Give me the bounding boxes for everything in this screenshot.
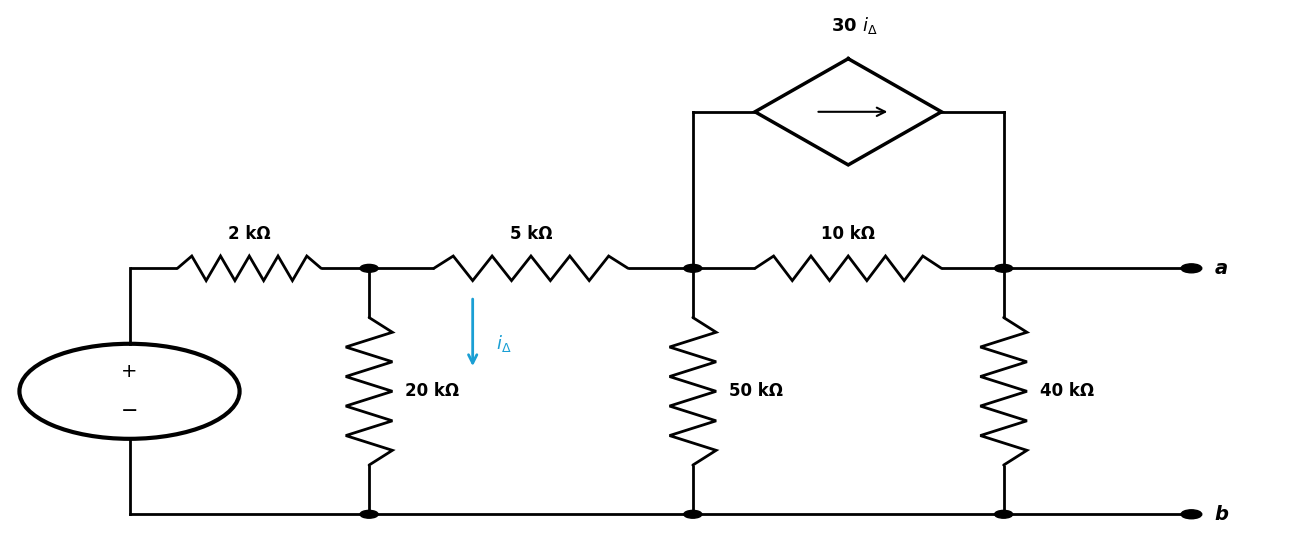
Text: +: + [122, 362, 137, 381]
Text: a: a [1215, 259, 1228, 278]
Text: 20 kΩ: 20 kΩ [405, 382, 460, 400]
Text: −: − [120, 401, 139, 421]
Circle shape [1181, 264, 1202, 273]
Text: $i_{\Delta}$: $i_{\Delta}$ [496, 333, 512, 354]
Text: 10 kΩ: 10 kΩ [821, 225, 875, 243]
Circle shape [684, 510, 702, 518]
Circle shape [684, 264, 702, 272]
Text: 40 kΩ: 40 kΩ [1040, 382, 1094, 400]
Circle shape [1181, 510, 1202, 519]
Text: 30 $i_{\Delta}$: 30 $i_{\Delta}$ [831, 15, 878, 36]
Text: 50 kΩ: 50 kΩ [729, 382, 783, 400]
Circle shape [995, 264, 1013, 272]
Circle shape [360, 510, 378, 518]
Circle shape [995, 510, 1013, 518]
Circle shape [360, 264, 378, 272]
Text: 2 kΩ: 2 kΩ [228, 225, 271, 243]
Text: b: b [1215, 505, 1229, 524]
Text: 5 kΩ: 5 kΩ [510, 225, 552, 243]
